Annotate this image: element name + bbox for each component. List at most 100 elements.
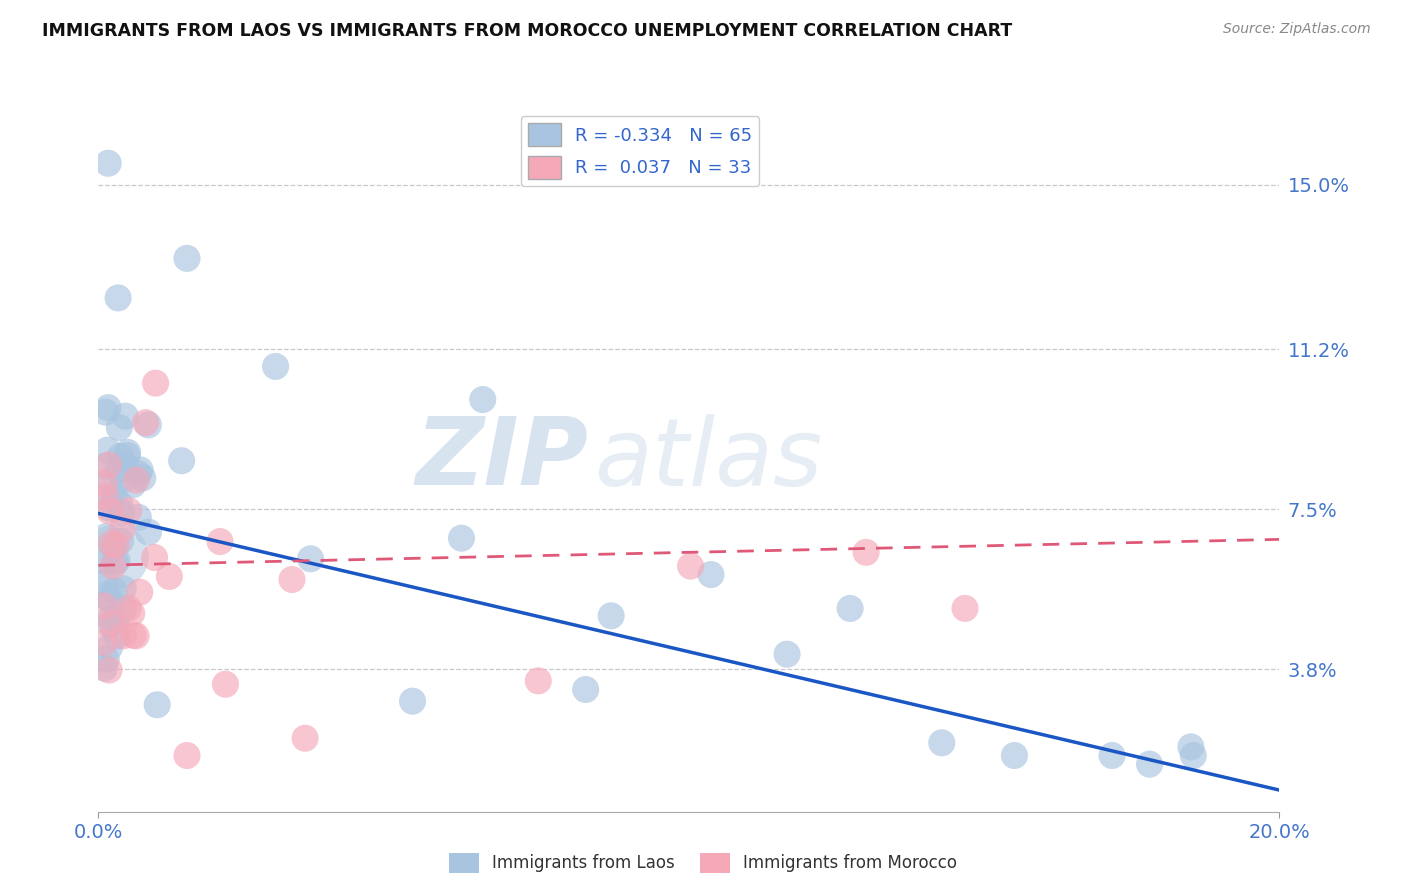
Point (98, 593, 121, 607)
Point (112, 582, 135, 596)
Point (93, 599, 115, 613)
Point (1002, 748, 1025, 763)
Point (96, 443, 118, 458)
Point (93, 636, 115, 650)
Point (527, 673, 550, 688)
Point (176, 252, 198, 266)
Point (105, 549, 128, 564)
Point (1101, 748, 1123, 763)
Point (157, 569, 180, 583)
Point (97, 401, 120, 415)
Point (679, 559, 702, 574)
Point (575, 682, 598, 697)
Point (264, 359, 287, 374)
Text: IMMIGRANTS FROM LAOS VS IMMIGRANTS FROM MOROCCO UNEMPLOYMENT CORRELATION CHART: IMMIGRANTS FROM LAOS VS IMMIGRANTS FROM … (42, 22, 1012, 40)
Point (101, 559, 124, 574)
Point (117, 449, 139, 463)
Point (1182, 748, 1205, 763)
Point (401, 694, 423, 708)
Legend: Immigrants from Laos, Immigrants from Morocco: Immigrants from Laos, Immigrants from Mo… (441, 847, 965, 880)
Point (839, 601, 862, 615)
Point (98, 618, 121, 632)
Point (776, 647, 799, 661)
Point (112, 601, 135, 615)
Point (281, 573, 304, 587)
Point (97, 458, 120, 472)
Point (97, 156, 120, 170)
Point (105, 538, 128, 552)
Point (132, 471, 155, 485)
Point (125, 473, 148, 487)
Text: Source: ZipAtlas.com: Source: ZipAtlas.com (1223, 22, 1371, 37)
Point (94, 490, 117, 504)
Point (143, 550, 166, 565)
Point (209, 534, 232, 549)
Point (97, 475, 120, 489)
Point (114, 409, 136, 424)
Point (121, 607, 143, 621)
Point (100, 537, 122, 551)
Point (98, 663, 121, 677)
Point (112, 629, 135, 643)
Point (127, 467, 149, 481)
Point (117, 445, 139, 459)
Point (100, 616, 122, 631)
Point (127, 510, 149, 524)
Point (93, 575, 115, 590)
Point (105, 613, 128, 627)
Point (98, 501, 121, 516)
Point (93, 661, 115, 675)
Point (101, 540, 124, 554)
Point (111, 473, 134, 487)
Point (129, 463, 152, 477)
Point (214, 677, 236, 691)
Point (96, 589, 118, 603)
Point (107, 291, 129, 305)
Legend: R = -0.334   N = 65, R =  0.037   N = 33: R = -0.334 N = 65, R = 0.037 N = 33 (520, 116, 759, 186)
Point (98, 640, 121, 654)
Point (108, 420, 131, 434)
Point (855, 545, 877, 559)
Point (108, 497, 131, 511)
Point (98, 492, 121, 507)
Point (138, 524, 160, 539)
Point (145, 376, 167, 391)
Point (471, 392, 494, 407)
Point (294, 731, 316, 746)
Point (176, 748, 198, 763)
Point (111, 522, 134, 536)
Point (117, 601, 139, 615)
Point (94, 458, 117, 473)
Point (146, 698, 169, 712)
Point (1180, 739, 1202, 754)
Point (170, 454, 193, 468)
Point (138, 417, 160, 432)
Point (121, 478, 143, 492)
Point (98, 504, 121, 518)
Point (931, 736, 953, 750)
Point (450, 531, 472, 545)
Point (135, 416, 157, 430)
Point (110, 534, 132, 549)
Point (103, 490, 125, 504)
Point (700, 567, 723, 582)
Point (100, 611, 122, 625)
Point (94, 405, 117, 419)
Point (122, 628, 145, 642)
Point (600, 608, 623, 623)
Point (104, 555, 127, 569)
Point (114, 458, 136, 473)
Point (105, 629, 128, 643)
Point (96, 529, 118, 543)
Point (93, 554, 115, 568)
Point (110, 506, 132, 520)
Text: atlas: atlas (595, 414, 823, 505)
Point (299, 551, 322, 566)
Point (128, 585, 150, 599)
Point (108, 450, 131, 464)
Point (105, 553, 128, 567)
Point (1139, 757, 1161, 772)
Point (103, 583, 125, 598)
Point (96, 652, 118, 666)
Point (107, 462, 129, 476)
